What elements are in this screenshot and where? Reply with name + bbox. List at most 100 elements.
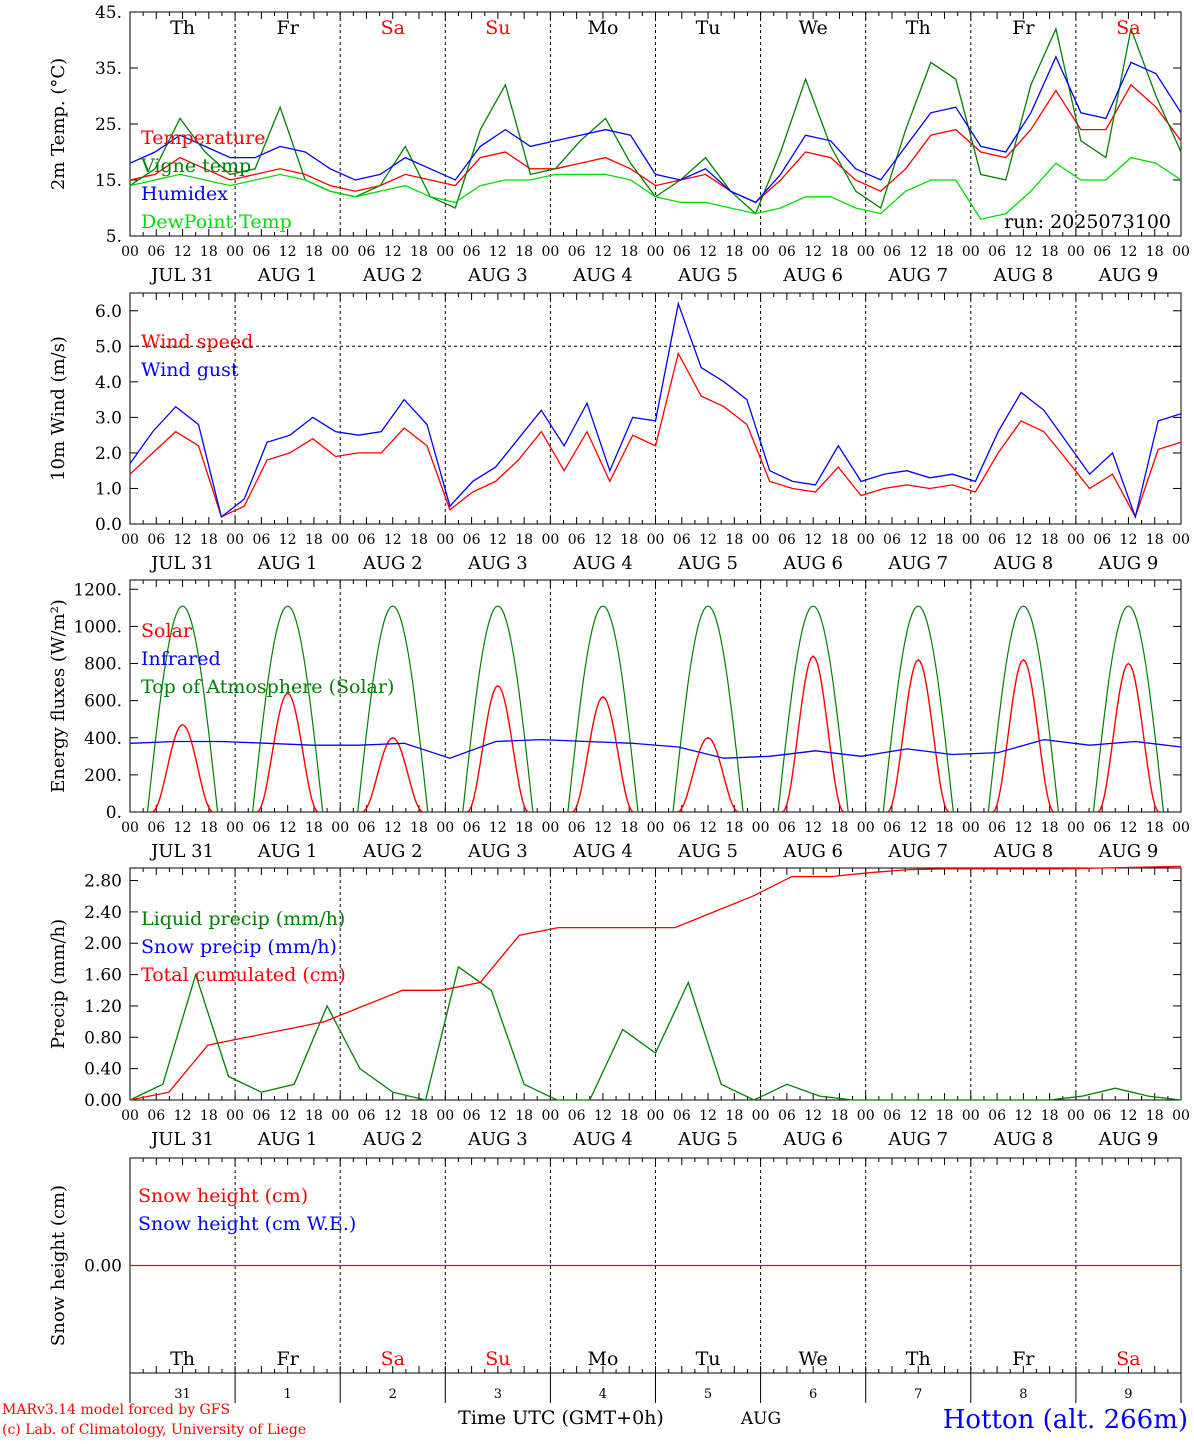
legend-entry: Temperature	[141, 127, 265, 149]
hour-tick-label: 12	[804, 1108, 822, 1124]
day-name: Sa	[1116, 17, 1140, 39]
hour-tick-label: 12	[174, 820, 192, 836]
solar-arc	[466, 684, 529, 813]
date-label: AUG 1	[257, 841, 318, 862]
hour-tick-label: 18	[1146, 1108, 1164, 1124]
date-label: AUG 5	[677, 553, 738, 574]
hour-tick-label: 06	[252, 820, 270, 836]
hour-tick-label: 00	[1172, 1108, 1190, 1124]
hour-tick-label: 06	[147, 820, 165, 836]
date-label: AUG 3	[467, 1129, 528, 1150]
hour-tick-label: 00	[226, 244, 244, 260]
hour-tick-label: 18	[725, 820, 743, 836]
solar-arc	[677, 737, 739, 813]
hour-tick-label: 18	[831, 1108, 849, 1124]
bottom-day-number: 2	[389, 1387, 397, 1402]
date-label: AUG 2	[362, 265, 423, 286]
y-tick-label: 5.0	[95, 337, 122, 357]
infrared-line	[129, 738, 1182, 759]
hour-tick-label: 18	[410, 1108, 428, 1124]
y-tick-label: 15.	[95, 171, 122, 191]
hour-tick-label: 00	[121, 532, 139, 548]
date-label: AUG 5	[677, 1129, 738, 1150]
hour-tick-label: 12	[1120, 532, 1138, 548]
hour-tick-label: 12	[1120, 820, 1138, 836]
date-label: AUG 2	[362, 1129, 423, 1150]
temp-series-line	[129, 55, 1182, 204]
y-tick-label: 0.80	[84, 1028, 122, 1048]
hour-tick-label: 00	[962, 820, 980, 836]
day-name: Sa	[381, 17, 405, 39]
hour-tick-label: 00	[857, 820, 875, 836]
hour-tick-label: 00	[331, 244, 349, 260]
hour-tick-label: 12	[804, 820, 822, 836]
hour-tick-label: 06	[673, 820, 691, 836]
day-name: Su	[485, 17, 510, 39]
run-label: run: 2025073100	[1004, 211, 1171, 233]
hour-tick-label: 00	[962, 1108, 980, 1124]
day-name: Mo	[587, 17, 618, 39]
hour-tick-label: 00	[331, 820, 349, 836]
date-label: AUG 9	[1098, 841, 1159, 862]
hour-tick-label: 18	[936, 1108, 954, 1124]
hour-tick-label: 00	[541, 1108, 559, 1124]
hour-tick-label: 18	[725, 532, 743, 548]
hour-tick-label: 06	[252, 244, 270, 260]
hour-tick-label: 00	[752, 1108, 770, 1124]
day-name: Fr	[1012, 1348, 1035, 1370]
date-label: AUG 7	[887, 265, 948, 286]
hour-tick-label: 12	[384, 820, 402, 836]
hour-tick-label: 12	[1120, 244, 1138, 260]
date-label: AUG 1	[257, 265, 318, 286]
y-tick-label: 3.0	[95, 408, 122, 428]
toa-solar-arc	[672, 605, 744, 813]
solar-arc	[782, 655, 845, 813]
hour-tick-label: 06	[568, 532, 586, 548]
hour-tick-label: 18	[515, 820, 533, 836]
hour-tick-label: 00	[1067, 244, 1085, 260]
day-name: Th	[906, 17, 931, 39]
hour-tick-label: 00	[857, 532, 875, 548]
panel-3: 0. 200. 400. 600. 800. 1000. 1200.Energy fluxe…	[48, 579, 1190, 862]
date-label: AUG 2	[362, 553, 423, 574]
date-label: AUG 5	[677, 265, 738, 286]
hour-tick-label: 18	[305, 532, 323, 548]
hour-tick-label: 06	[1093, 1108, 1111, 1124]
hour-tick-label: 12	[909, 820, 927, 836]
hour-tick-label: 06	[147, 244, 165, 260]
hour-tick-label: 18	[200, 1108, 218, 1124]
toa-solar-arc	[882, 605, 954, 813]
hour-tick-label: 06	[1093, 532, 1111, 548]
hour-tick-label: 12	[279, 244, 297, 260]
hour-tick-label: 12	[384, 532, 402, 548]
day-name: Sa	[381, 1348, 405, 1370]
hour-tick-label: 06	[463, 532, 481, 548]
legend-entry: Total cumulated (cm)	[141, 964, 346, 986]
hour-tick-label: 00	[962, 244, 980, 260]
station-name: Hotton (alt. 266m)	[943, 1405, 1188, 1435]
date-label: AUG 1	[257, 553, 318, 574]
hour-tick-label: 00	[226, 820, 244, 836]
hour-tick-label: 00	[1067, 820, 1085, 836]
hour-tick-label: 06	[778, 532, 796, 548]
date-label: AUG 7	[887, 841, 948, 862]
hour-tick-label: 12	[174, 532, 192, 548]
date-label: AUG 4	[572, 553, 633, 574]
date-label: JUL 31	[149, 553, 214, 574]
hour-tick-label: 06	[147, 1108, 165, 1124]
hour-tick-label: 06	[778, 820, 796, 836]
legend-entry: Solar	[141, 620, 193, 642]
day-name: We	[799, 1348, 828, 1370]
solar-arc	[992, 658, 1055, 813]
hour-tick-label: 18	[1146, 532, 1164, 548]
hour-tick-label: 06	[568, 244, 586, 260]
panel-4: 0.00 0.40 0.80 1.20 1.60 2.00 2.40 2.80 Precip (…	[48, 865, 1190, 1150]
hour-tick-label: 00	[436, 532, 454, 548]
toa-solar-arc	[357, 605, 429, 813]
hour-tick-label: 18	[1146, 244, 1164, 260]
date-label: AUG 8	[992, 841, 1053, 862]
date-label: AUG 1	[257, 1129, 318, 1150]
y-tick-label: 5.	[106, 227, 122, 247]
y-tick-label: 400.	[84, 729, 122, 749]
day-name: Th	[906, 1348, 931, 1370]
